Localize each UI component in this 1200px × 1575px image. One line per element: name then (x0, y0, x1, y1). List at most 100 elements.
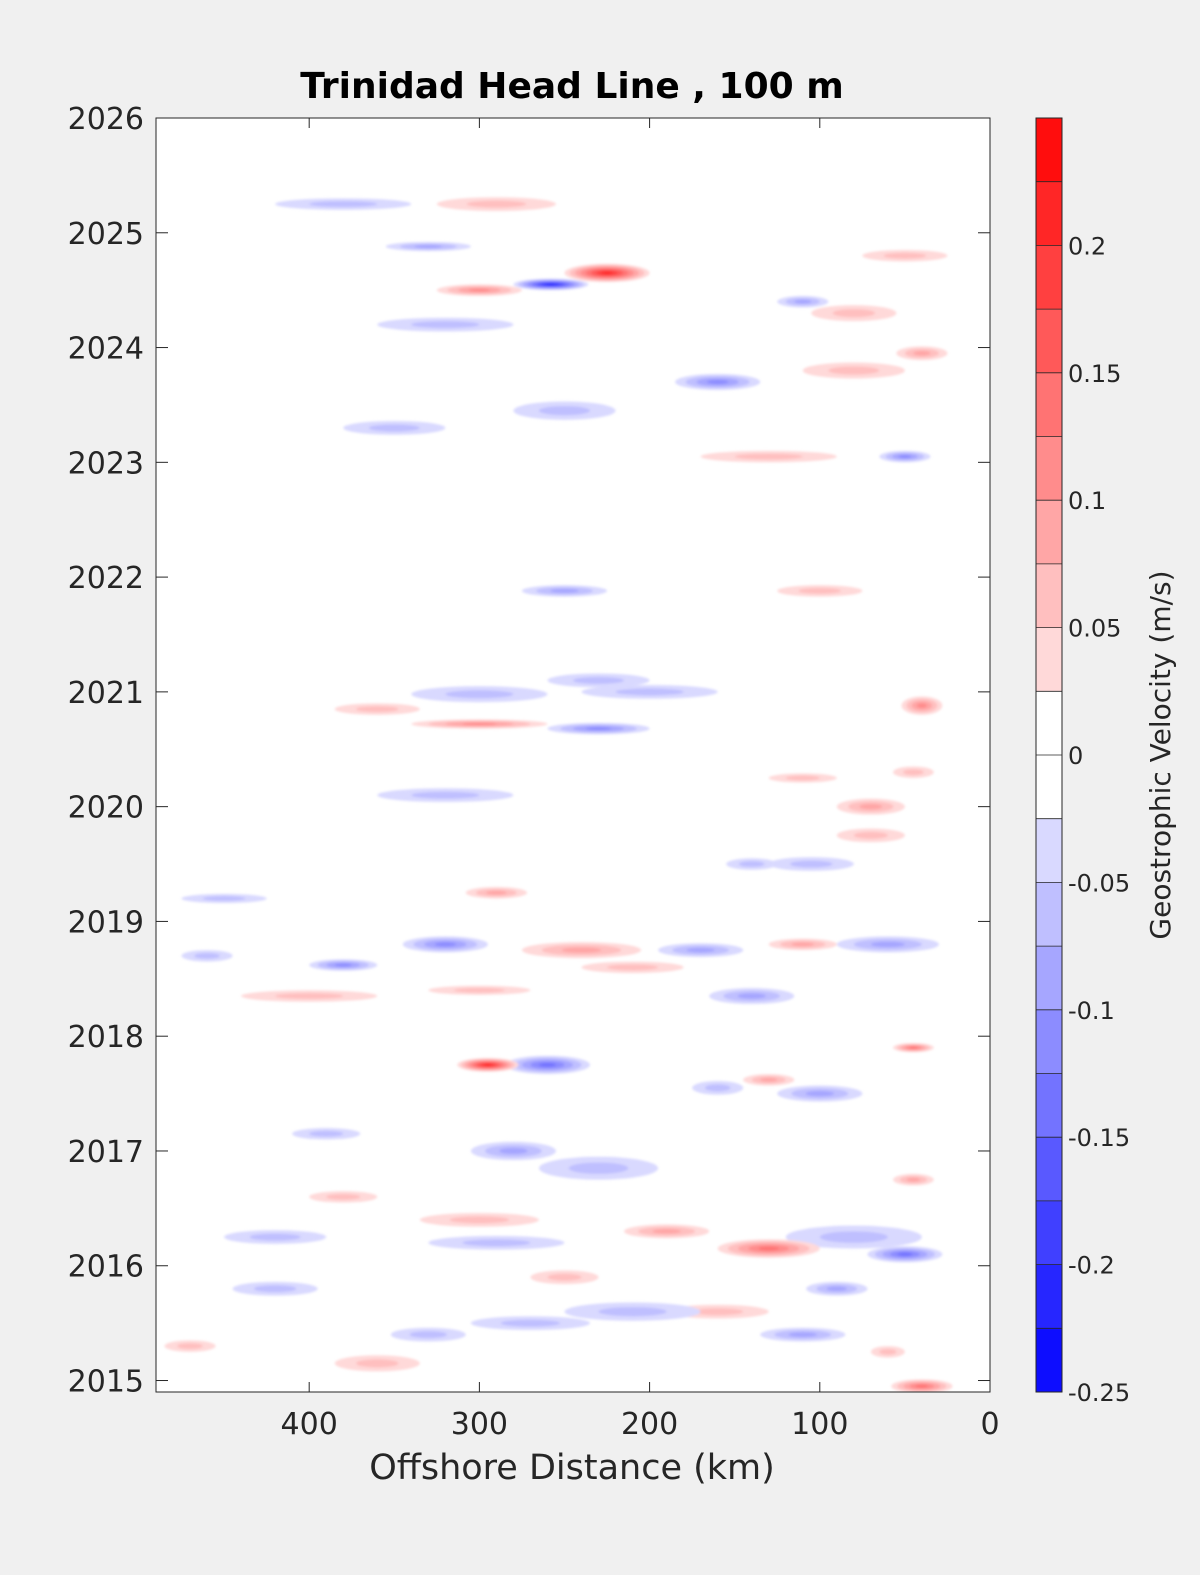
contour-level (615, 688, 684, 696)
x-tick-label: 200 (621, 1407, 678, 1442)
contour-level (355, 706, 399, 712)
velocity-feature-53 (892, 1173, 934, 1186)
y-tick-label: 2015 (68, 1365, 144, 1400)
velocity-feature-12 (241, 990, 378, 1002)
velocity-feature-14 (292, 1128, 361, 1140)
velocity-feature-4 (275, 198, 412, 210)
contour-level (409, 1331, 448, 1339)
contour-level (870, 941, 905, 948)
velocity-feature-55 (836, 798, 905, 815)
velocity-feature-29 (530, 1270, 599, 1285)
velocity-feature-32 (768, 857, 854, 871)
velocity-feature-52 (743, 1074, 795, 1086)
contour-level (707, 379, 729, 384)
velocity-feature-22 (892, 766, 934, 778)
colorbar-level (1036, 372, 1062, 437)
contour-level (883, 252, 927, 259)
velocity-feature-16 (564, 1302, 701, 1321)
contour-level (785, 775, 820, 781)
colorbar-tick-label: -0.1 (1068, 997, 1115, 1025)
contour-level (601, 271, 613, 275)
contour-level (453, 987, 505, 993)
x-tick-label: 400 (281, 1407, 338, 1442)
velocity-feature-61 (402, 936, 488, 953)
contour-level (499, 1147, 528, 1155)
contour-level (897, 1252, 913, 1256)
x-tick-label: 300 (451, 1407, 508, 1442)
contour-level (547, 1273, 582, 1281)
colorbar-level (1036, 1009, 1062, 1074)
velocity-feature-73 (513, 278, 589, 291)
velocity-feature-24 (726, 858, 778, 870)
contour-level (202, 896, 246, 901)
velocity-feature-39 (768, 773, 837, 783)
colorbar-level (1036, 1200, 1062, 1265)
plot-area (156, 118, 990, 1392)
colorbar-tick-label: 0.1 (1068, 487, 1106, 515)
velocity-feature-50 (470, 1141, 556, 1161)
contour-level (411, 791, 480, 799)
velocity-feature-63 (901, 696, 943, 715)
contour-level (788, 1332, 817, 1337)
colorbar-tick-label: 0.2 (1068, 232, 1106, 260)
contour-level (573, 676, 625, 684)
colorbar-level (1036, 500, 1062, 564)
contour-level (568, 1162, 629, 1174)
colorbar-level (1036, 118, 1062, 182)
contour-level (368, 424, 420, 432)
contour-level (903, 769, 924, 776)
velocity-feature-67 (547, 722, 650, 735)
contour-level (538, 1063, 556, 1067)
y-tick-label: 2021 (68, 676, 144, 711)
velocity-feature-19 (538, 1156, 659, 1180)
chart-title: Trinidad Head Line , 100 m (300, 66, 843, 107)
velocity-feature-5 (436, 197, 556, 211)
contour-level (794, 299, 812, 304)
velocity-feature-2 (777, 585, 863, 597)
velocity-feature-31 (785, 1225, 922, 1249)
contour-level (692, 1308, 744, 1316)
colorbar-level (1036, 755, 1062, 819)
contour-level (805, 1090, 834, 1097)
colorbar-level (1036, 1264, 1062, 1329)
contour-level (760, 1077, 778, 1082)
velocity-feature-64 (411, 719, 548, 729)
x-tick-label: 0 (980, 1407, 999, 1442)
velocity-feature-43 (896, 346, 948, 361)
velocity-feature-11 (181, 893, 267, 904)
velocity-feature-48 (836, 936, 939, 953)
y-axis: 2015 2016 2017 2018 2019 2020 2021 2022 2023 2024… (68, 102, 990, 1400)
velocity-feature-13 (428, 985, 531, 995)
colorbar-level (1036, 181, 1062, 246)
contour-level (737, 993, 766, 999)
colorbar-frame (1035, 117, 1063, 1393)
x-axis-label: Offshore Distance (km) (369, 1448, 775, 1488)
contour-level (253, 1285, 297, 1293)
velocity-feature-57 (658, 943, 744, 958)
x-tick-label: 100 (791, 1407, 848, 1442)
colorbar (1036, 118, 1062, 1392)
contour-level (598, 1307, 667, 1317)
contour-level (859, 803, 883, 810)
contour-level (462, 722, 497, 726)
contour-level (879, 1348, 897, 1355)
contour-level (734, 453, 803, 460)
velocity-feature-54 (521, 585, 608, 597)
contour-level (832, 309, 876, 318)
velocity-feature-46 (624, 1224, 710, 1239)
colorbar-level (1036, 1073, 1062, 1138)
contour-level (309, 201, 378, 207)
colorbar-level (1036, 946, 1062, 1010)
contour-level (445, 690, 514, 699)
velocity-feature-26 (377, 317, 514, 332)
contour-level (550, 588, 579, 593)
velocity-feature-60 (675, 373, 761, 391)
colorbar-level (1036, 1137, 1062, 1201)
velocity-feature-72 (891, 1379, 953, 1392)
velocity-feature-62 (309, 959, 378, 971)
contour-level (791, 942, 815, 947)
velocity-feature-30 (181, 950, 233, 962)
contour-level (194, 952, 220, 959)
velocity-feature-33 (419, 1212, 539, 1227)
